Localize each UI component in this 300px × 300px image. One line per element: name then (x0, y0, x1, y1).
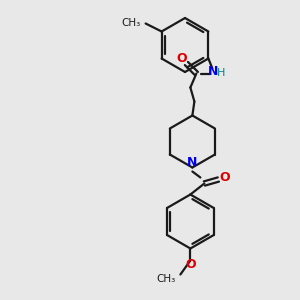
Text: O: O (219, 171, 230, 184)
Text: CH₃: CH₃ (156, 274, 176, 284)
Text: N: N (187, 156, 198, 169)
Text: CH₃: CH₃ (122, 17, 141, 28)
Text: O: O (185, 258, 196, 271)
Text: H: H (217, 68, 226, 77)
Text: O: O (176, 52, 187, 65)
Text: N: N (208, 65, 219, 78)
